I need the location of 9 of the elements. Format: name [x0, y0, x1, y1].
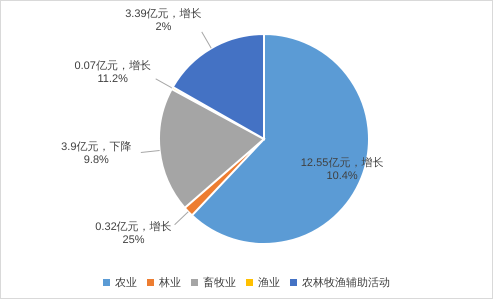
- legend-label: 渔业: [257, 277, 280, 289]
- legend-label: 林业: [158, 277, 181, 289]
- legend-label: 农林牧渔辅助活动: [301, 277, 390, 289]
- legend-label: 畜牧业: [202, 277, 236, 289]
- data-label: 3.9亿元，下降9.8%: [60, 140, 132, 167]
- legend-label: 农业: [114, 277, 137, 289]
- data-label: 3.39亿元，增长2%: [124, 8, 203, 34]
- data-label: 0.07亿元，增长11.2%: [73, 60, 152, 86]
- data-label: 0.32亿元，增长25%: [94, 220, 173, 246]
